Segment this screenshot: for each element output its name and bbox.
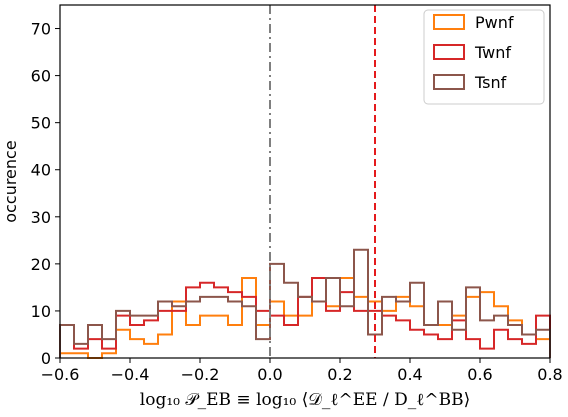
legend-swatch-tsnf: [433, 74, 465, 90]
y-tick-label: 0: [41, 349, 51, 368]
legend-box: [423, 9, 545, 105]
series-pwnf-histogram: [59, 276, 551, 359]
x-tick-label: −0.2: [181, 365, 220, 384]
y-axis-label: occurence: [1, 140, 20, 222]
y-tick-label: 30: [31, 208, 51, 227]
x-tick-label: 0.0: [257, 365, 282, 384]
legend-swatch-twnf: [433, 44, 465, 60]
x-axis: −0.6 −0.4 −0.2 0.0 0.2 0.4 0.6 0.8: [41, 358, 563, 384]
x-tick-label: 0.4: [397, 365, 422, 384]
y-tick-label: 40: [31, 161, 51, 180]
x-axis-label: log₁₀ 𝒫_EB ≡ log₁₀ ⟨𝒟_ℓ^EE / D_ℓ^BB⟩: [140, 390, 470, 410]
legend: Pwnf Twnf Tsnf: [423, 9, 545, 105]
legend-label-tsnf: Tsnf: [474, 73, 507, 92]
histogram-series-layer: [59, 248, 551, 359]
reference-lines-layer: [269, 5, 376, 358]
x-tick-label: 0.2: [327, 365, 352, 384]
legend-label-twnf: Twnf: [474, 43, 511, 62]
y-tick-label: 50: [31, 114, 51, 133]
series-twnf-histogram: [59, 276, 551, 358]
y-tick-label: 70: [31, 20, 51, 39]
legend-swatch-pwnf: [433, 14, 465, 30]
x-tick-label: −0.4: [111, 365, 150, 384]
y-axis: 0 10 20 30 40 50 60 70: [31, 20, 60, 368]
y-tick-label: 60: [31, 67, 51, 86]
x-tick-label: 0.8: [537, 365, 562, 384]
x-tick-label: −0.6: [41, 365, 80, 384]
y-tick-label: 20: [31, 255, 51, 274]
plot-frame: [59, 4, 551, 359]
series-tsnf-histogram: [59, 248, 551, 358]
y-tick-label: 10: [31, 302, 51, 321]
legend-label-pwnf: Pwnf: [475, 13, 514, 32]
x-tick-label: 0.6: [467, 365, 492, 384]
